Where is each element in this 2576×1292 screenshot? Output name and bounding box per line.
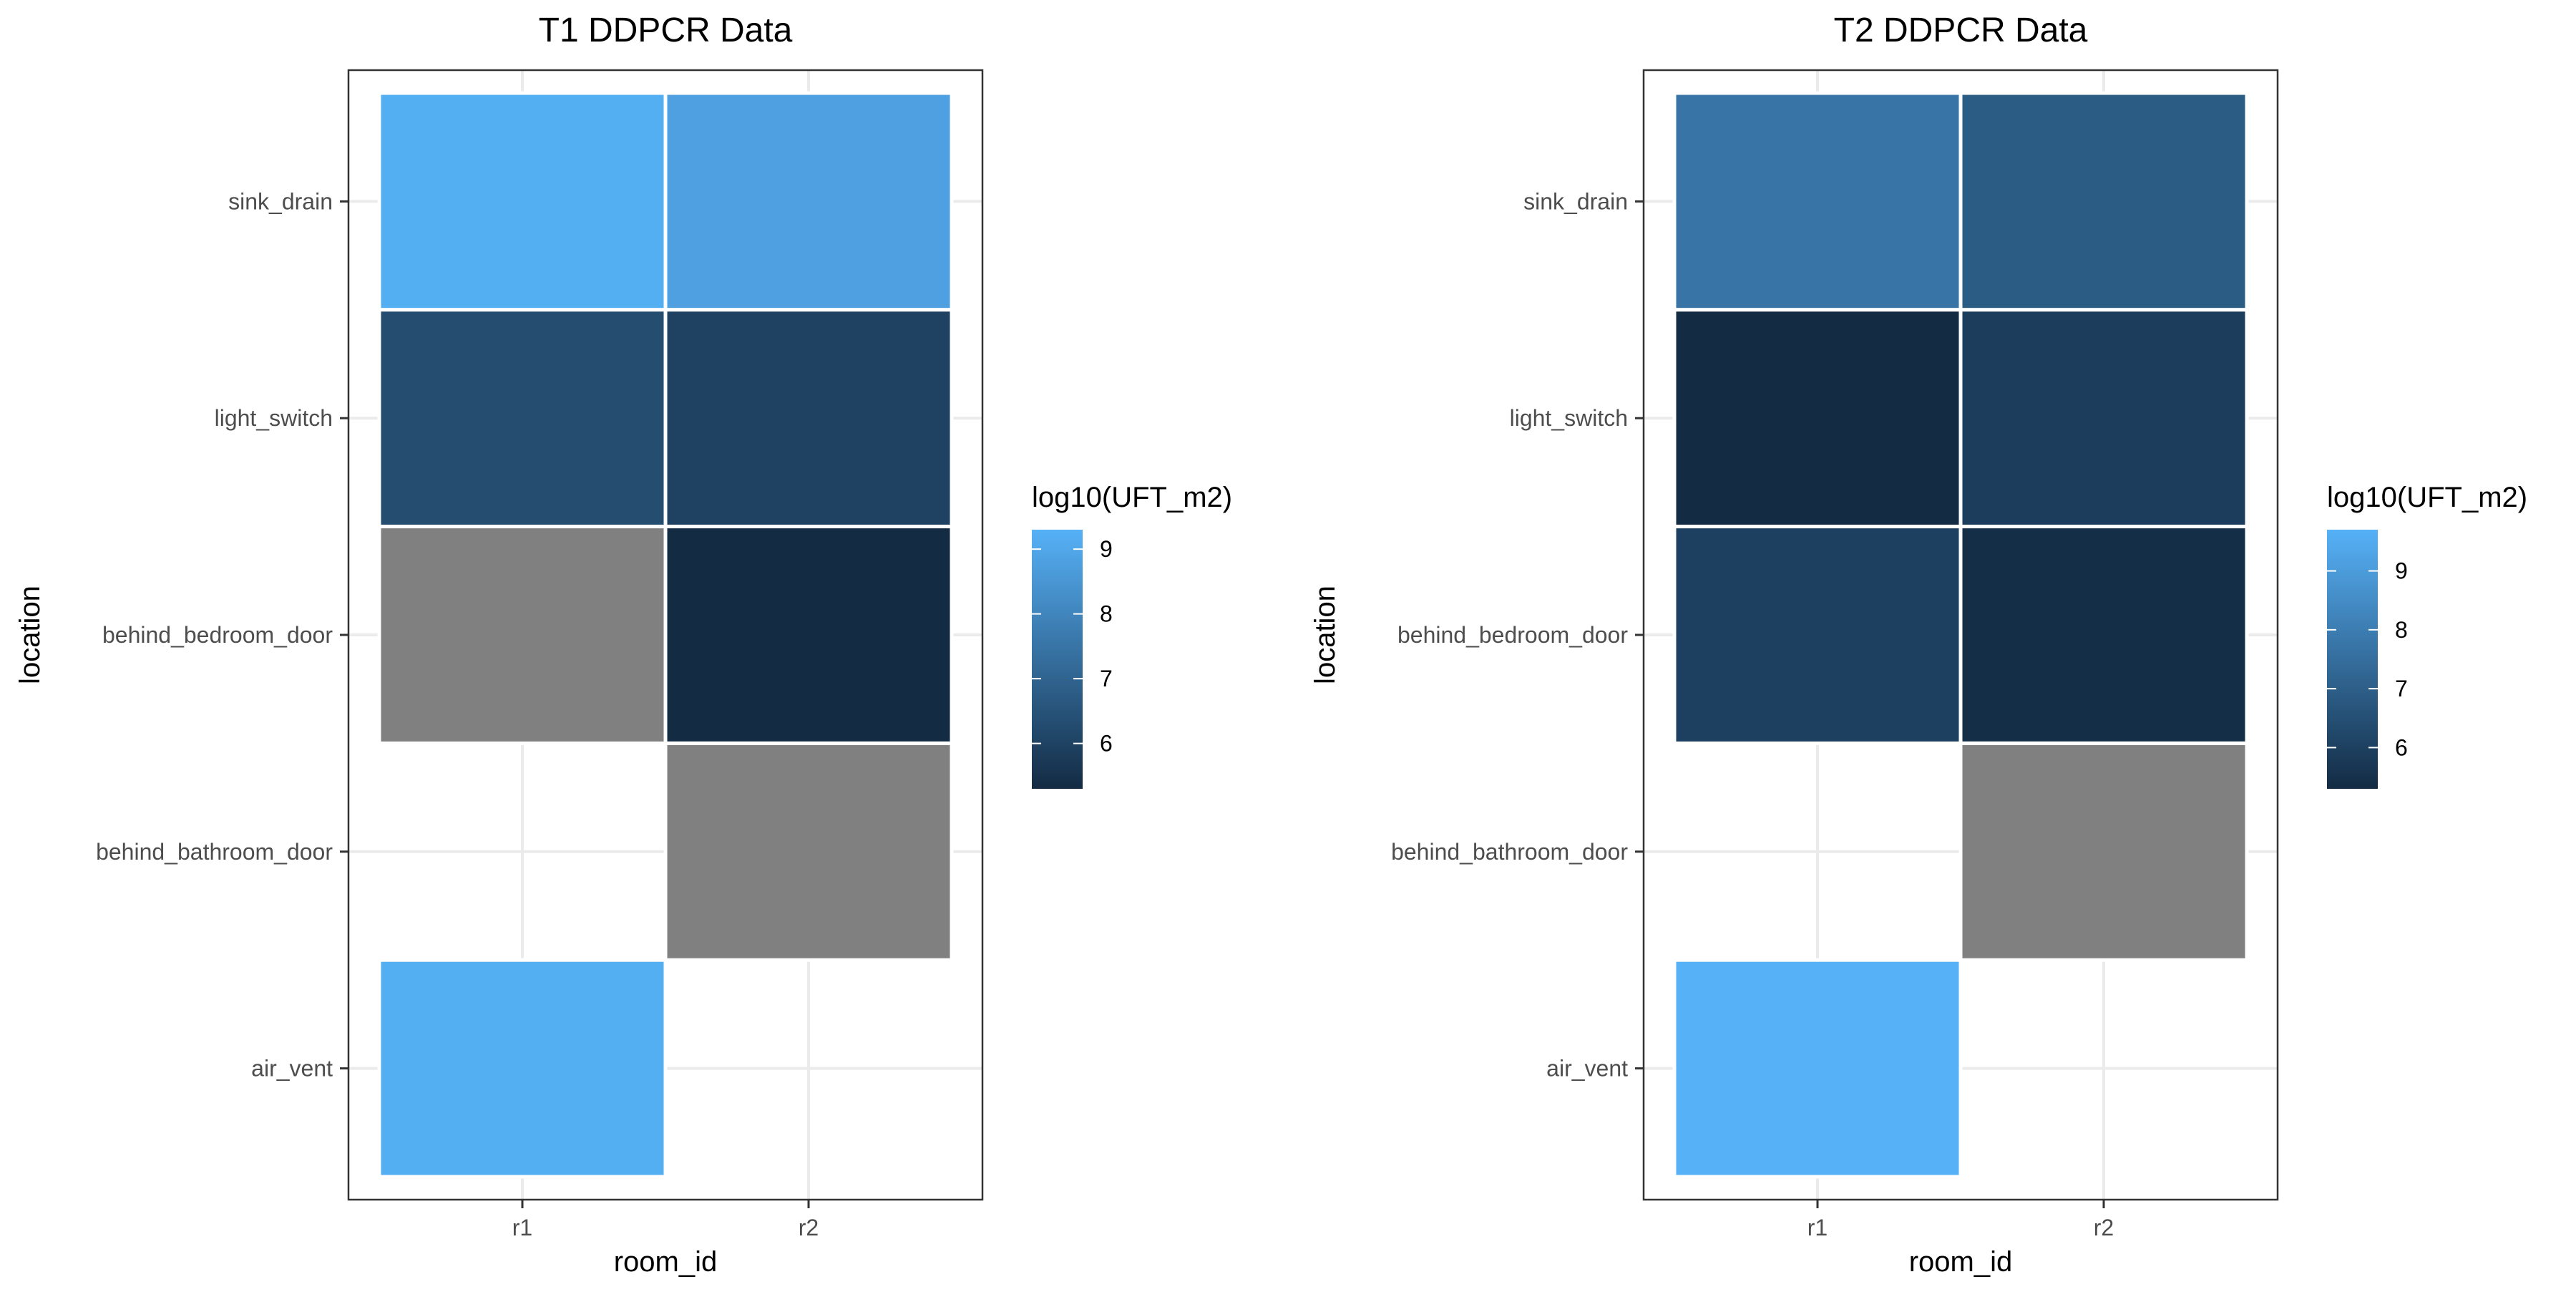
y-tick-label: air_vent xyxy=(1546,1056,1628,1082)
heatmap-cell-behind_bathroom_door-r2 xyxy=(1958,741,2249,962)
chart-panel-2: sink_drain light_switch behind_bedroom_doo… xyxy=(1309,11,2527,1278)
heatmap-cell-behind_bedroom_door-r1 xyxy=(377,525,668,745)
legend-tick-label: 8 xyxy=(1100,601,1113,627)
heatmap-cell-air_vent-r1 xyxy=(1672,958,1963,1179)
legend-tick-label: 9 xyxy=(2395,558,2408,584)
y-axis-label: location xyxy=(1309,586,1341,684)
y-tick-label: sink_drain xyxy=(228,188,333,214)
y-tick-label: air_vent xyxy=(251,1056,333,1082)
x-axis-label: room_id xyxy=(1909,1246,2013,1278)
y-tick-label: behind_bathroom_door xyxy=(1391,839,1628,865)
heatmap-cell-light_switch-r1 xyxy=(1672,308,1963,529)
y-tick-label: light_switch xyxy=(1510,405,1628,431)
chart-panel-1: sink_drain light_switch behind_bedroom_doo… xyxy=(14,11,1232,1278)
heatmap-cell-behind_bathroom_door-r2 xyxy=(663,741,954,962)
x-tick-label: r2 xyxy=(2094,1215,2114,1240)
heatmap-cell-sink_drain-r2 xyxy=(1958,91,2249,312)
legend-title: log10(UFT_m2) xyxy=(1032,482,1232,513)
heatmap-cell-light_switch-r1 xyxy=(377,308,668,529)
heatmap-cell-behind_bedroom_door-r2 xyxy=(663,525,954,745)
chart-title: T2 DDPCR Data xyxy=(1834,11,2088,49)
x-tick-label: r2 xyxy=(799,1215,819,1240)
heatmap-cell-sink_drain-r2 xyxy=(663,91,954,312)
legend-colorbar xyxy=(1032,530,1083,789)
heatmap-cell-light_switch-r2 xyxy=(663,308,954,529)
legend-colorbar xyxy=(2327,530,2378,789)
legend-tick-label: 7 xyxy=(1100,666,1113,691)
y-tick-label: light_switch xyxy=(215,405,333,431)
chart-title: T1 DDPCR Data xyxy=(539,11,793,49)
x-tick-label: r1 xyxy=(512,1215,532,1240)
y-tick-label: behind_bedroom_door xyxy=(1397,622,1628,648)
legend-title: log10(UFT_m2) xyxy=(2327,482,2527,513)
heatmap-cell-air_vent-r1 xyxy=(377,958,668,1179)
legend: log10(UFT_m2) 6 7 8 9 xyxy=(2327,482,2527,789)
y-tick-label: sink_drain xyxy=(1523,188,1628,214)
y-tick-label: behind_bathroom_door xyxy=(96,839,333,865)
legend-tick-label: 8 xyxy=(2395,617,2408,643)
heatmap-cell-light_switch-r2 xyxy=(1958,308,2249,529)
legend-tick-label: 6 xyxy=(1100,731,1113,757)
legend: log10(UFT_m2) 6 7 8 9 xyxy=(1032,482,1232,789)
heatmap-cell-sink_drain-r1 xyxy=(377,91,668,312)
legend-tick-label: 6 xyxy=(2395,734,2408,760)
legend-tick-label: 9 xyxy=(1100,536,1113,562)
x-tick-label: r1 xyxy=(1807,1215,1828,1240)
heatmap-cell-sink_drain-r1 xyxy=(1672,91,1963,312)
heatmap-cell-behind_bedroom_door-r1 xyxy=(1672,525,1963,745)
heatmap-cell-behind_bedroom_door-r2 xyxy=(1958,525,2249,745)
y-axis-label: location xyxy=(14,586,46,684)
y-tick-label: behind_bedroom_door xyxy=(102,622,333,648)
legend-tick-label: 7 xyxy=(2395,676,2408,701)
x-axis-label: room_id xyxy=(614,1246,718,1278)
